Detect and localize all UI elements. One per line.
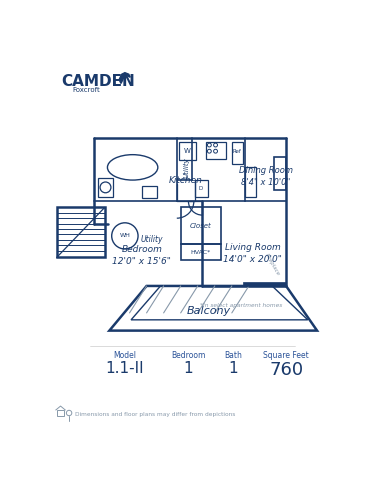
Bar (181, 207, 221, 245)
Text: Kitchen: Kitchen (168, 176, 202, 185)
Text: WH: WH (119, 233, 130, 239)
Bar (98, 178, 113, 196)
Polygon shape (243, 282, 286, 286)
Text: Utility: Utility (183, 157, 189, 178)
Text: Bedroom: Bedroom (171, 351, 206, 361)
Text: CAMDEN: CAMDEN (61, 74, 135, 89)
Text: Dimensions and floor plans may differ from depictions: Dimensions and floor plans may differ fr… (75, 412, 236, 417)
Bar (232, 142, 243, 164)
Text: W: W (184, 148, 191, 154)
Text: 1: 1 (183, 361, 193, 376)
Text: D: D (199, 186, 203, 192)
Text: Foxcroft: Foxcroft (72, 87, 100, 93)
Text: Ref: Ref (233, 149, 242, 154)
Bar (195, 180, 208, 197)
Text: Living Room
14'0" x 20'0": Living Room 14'0" x 20'0" (223, 243, 282, 264)
Text: 1: 1 (229, 361, 238, 376)
Bar (245, 168, 256, 196)
Bar (274, 157, 286, 190)
Text: HVAC*: HVAC* (191, 249, 211, 255)
Text: Bedroom
12'0" x 15'6": Bedroom 12'0" x 15'6" (113, 245, 171, 266)
Text: Dining Room
8'4" x 10'0": Dining Room 8'4" x 10'0" (239, 166, 293, 187)
Text: Utility: Utility (140, 235, 163, 244)
Text: Square Feet: Square Feet (263, 351, 309, 361)
Text: *In select apartment homes: *In select apartment homes (200, 303, 282, 308)
Bar (206, 142, 226, 159)
Bar (179, 142, 196, 160)
Text: 1.1-II: 1.1-II (106, 361, 144, 376)
Polygon shape (119, 73, 130, 83)
Text: Model: Model (113, 351, 136, 361)
Bar (57, 207, 105, 257)
Bar (142, 186, 157, 198)
Text: Balcony: Balcony (186, 306, 231, 316)
Text: Closet: Closet (190, 223, 212, 229)
Bar (57, 410, 64, 416)
Text: 760: 760 (269, 361, 303, 379)
Text: Bath: Bath (224, 351, 242, 361)
Text: Fireplace: Fireplace (264, 252, 280, 276)
Bar (181, 245, 221, 260)
